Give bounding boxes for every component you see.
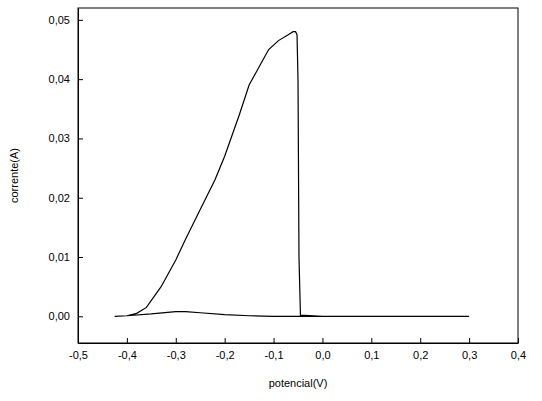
x-tick-mark: [371, 338, 372, 343]
x-tick-label: 0,1: [364, 349, 379, 361]
x-tick-label: 0,2: [413, 349, 428, 361]
y-axis-line: [78, 9, 79, 344]
x-tick: 0,2: [413, 338, 428, 361]
x-tick-label: -0,1: [265, 349, 284, 361]
y-tick-mark: [78, 257, 83, 258]
x-tick-mark: [420, 338, 421, 343]
x-tick-label: 0,4: [511, 349, 526, 361]
x-tick: -0,1: [265, 338, 284, 361]
y-tick-label: 0,00: [49, 310, 70, 322]
y-tick-label: 0,05: [49, 14, 70, 26]
y-tick-label: 0,04: [49, 73, 70, 85]
y-tick-mark: [78, 79, 83, 80]
x-tick-label: -0,2: [216, 349, 235, 361]
x-tick-mark: [322, 338, 323, 343]
chart: -0,5-0,4-0,3-0,2-0,10,00,10,20,30,40,000…: [0, 0, 542, 401]
plot-frame: [78, 8, 518, 343]
y-tick-label: 0,02: [49, 192, 70, 204]
x-tick: -0,3: [167, 338, 186, 361]
x-tick-mark: [127, 338, 128, 343]
y-tick: 0,00: [49, 310, 83, 322]
x-axis: -0,5 -0,4 -0,3 -0,2 -0,1 0,0 0,1 0,2 0,3 0,4: [69, 338, 526, 361]
y-tick-mark: [78, 20, 83, 21]
plot: -0,5-0,4-0,3-0,2-0,10,00,10,20,30,40,000…: [49, 8, 527, 361]
x-tick-mark: [176, 338, 177, 343]
y-tick: 0,01: [49, 251, 83, 263]
x-tick-label: -0,3: [167, 349, 186, 361]
x-tick: 0,1: [364, 338, 379, 361]
x-tick: -0,2: [216, 338, 235, 361]
x-tick-mark: [469, 338, 470, 343]
x-axis-title: potencial(V): [269, 377, 328, 389]
x-tick-label: 0,3: [462, 349, 477, 361]
x-tick-mark: [274, 338, 275, 343]
data-group: [115, 32, 469, 317]
x-tick: -0,4: [118, 338, 137, 361]
y-tick: 0,03: [49, 132, 83, 144]
x-tick: 0,4: [511, 338, 526, 361]
x-tick: 0,0: [315, 338, 330, 361]
x-tick-mark: [225, 338, 226, 343]
data-line: [115, 32, 469, 317]
x-tick-label: -0,5: [69, 349, 88, 361]
y-tick: 0,05: [49, 14, 83, 26]
y-axis-title: corrente(A): [8, 148, 20, 203]
y-tick-label: 0,03: [49, 132, 70, 144]
x-tick: 0,3: [462, 338, 477, 361]
y-tick: 0,02: [49, 192, 83, 204]
x-axis-line: [79, 343, 519, 344]
x-tick-mark: [518, 338, 519, 343]
y-axis: 0,00 0,01 0,02 0,03 0,04 0,05: [49, 9, 83, 344]
y-tick-label: 0,01: [49, 251, 70, 263]
y-tick: 0,04: [49, 73, 83, 85]
y-tick-mark: [78, 138, 83, 139]
y-tick-mark: [78, 316, 83, 317]
y-tick-mark: [78, 198, 83, 199]
x-tick-label: -0,4: [118, 349, 137, 361]
x-tick-label: 0,0: [315, 349, 330, 361]
